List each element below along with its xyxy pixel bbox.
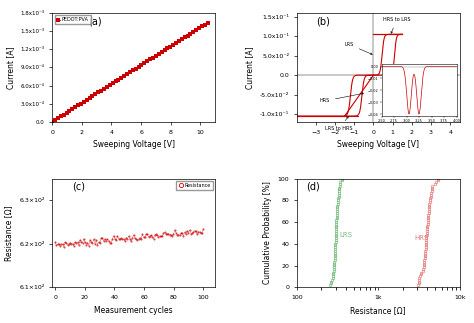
- X-axis label: Resistance [Ω]: Resistance [Ω]: [350, 306, 406, 315]
- PEDOT:PVA: [87, 96, 92, 100]
- Text: HRS: HRS: [414, 234, 428, 241]
- X-axis label: Sweeping Voltage [V]: Sweeping Voltage [V]: [93, 140, 174, 149]
- Text: HRS to LRS: HRS to LRS: [383, 17, 410, 33]
- Text: LRS: LRS: [339, 232, 352, 238]
- Text: LRS: LRS: [345, 42, 372, 55]
- PEDOT:PVA: [49, 120, 55, 124]
- Text: (b): (b): [316, 16, 330, 26]
- PEDOT:PVA: [188, 32, 193, 36]
- PEDOT:PVA: [78, 101, 84, 105]
- PEDOT:PVA: [107, 83, 113, 87]
- PEDOT:PVA: [205, 21, 210, 25]
- X-axis label: Measurement cycles: Measurement cycles: [94, 306, 173, 315]
- Y-axis label: Current [A]: Current [A]: [6, 46, 15, 89]
- Text: (d): (d): [307, 182, 320, 192]
- PEDOT:PVA: [66, 109, 72, 113]
- PEDOT:PVA: [202, 23, 208, 26]
- Y-axis label: Cumulative Probability [%]: Cumulative Probability [%]: [263, 182, 272, 285]
- Text: (a): (a): [88, 16, 101, 26]
- Line: PEDOT:PVA: PEDOT:PVA: [50, 21, 210, 124]
- Text: (c): (c): [72, 182, 85, 192]
- Legend: PEDOT:PVA: PEDOT:PVA: [55, 16, 91, 24]
- Y-axis label: Current [A]: Current [A]: [245, 46, 254, 89]
- Text: LRS to HRS: LRS to HRS: [326, 117, 353, 130]
- Y-axis label: Resistance [Ω]: Resistance [Ω]: [5, 205, 14, 261]
- Text: HRS: HRS: [320, 93, 364, 103]
- X-axis label: Sweeping Voltage [V]: Sweeping Voltage [V]: [337, 140, 419, 149]
- Legend: Resistance: Resistance: [176, 181, 213, 190]
